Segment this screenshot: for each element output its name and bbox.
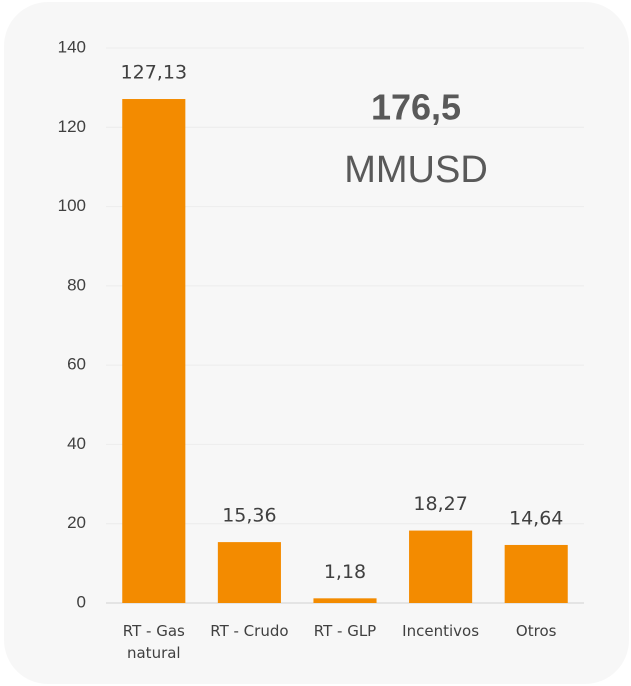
x-tick-label: RT - Crudo [210,622,289,640]
total-value: 176,5 [371,87,461,128]
data-label: 15,36 [222,505,276,527]
data-label: 127,13 [121,62,187,84]
data-label: 1,18 [324,561,366,583]
total-unit: MMUSD [344,149,488,191]
y-tick-label: 80 [67,275,86,294]
y-tick-label: 120 [58,117,86,136]
bar [217,542,281,603]
x-tick-label: RT - GLP [313,622,377,640]
data-label: 18,27 [413,493,467,515]
bar [122,99,186,603]
x-tick-label: RT - Gas natural [122,622,185,662]
y-tick-label: 100 [58,196,86,215]
y-tick-label: 0 [77,592,86,611]
y-tick-label: 60 [67,355,86,374]
data-label: 14,64 [509,507,563,529]
bar [504,544,568,603]
x-tick-label: Incentivos [402,622,480,640]
y-tick-label: 140 [58,37,86,56]
bar [313,598,377,603]
bar [409,530,473,603]
x-tick-label: Otros [515,622,557,640]
y-tick-label: 20 [67,513,86,532]
y-tick-label: 40 [67,434,86,453]
